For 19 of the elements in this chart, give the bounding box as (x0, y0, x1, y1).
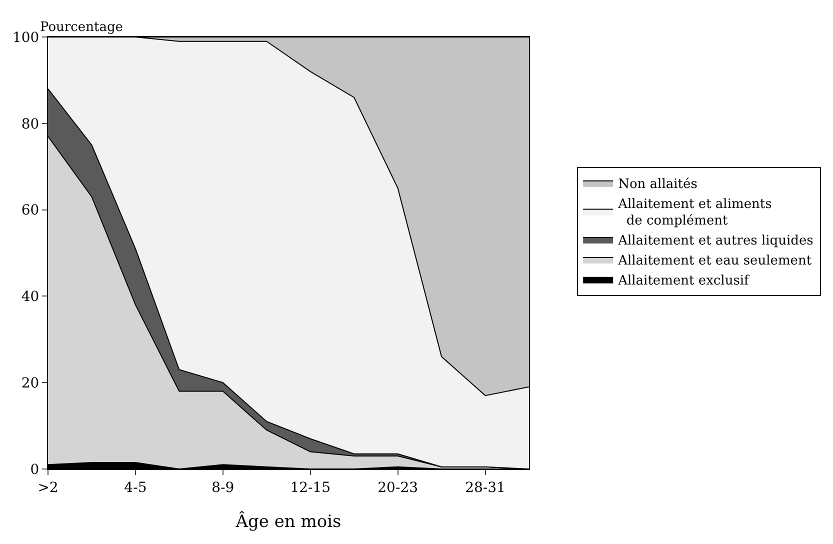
legend-label: Allaitement exclusif (617, 273, 750, 288)
x-tick-label: 4-5 (124, 480, 147, 496)
x-tick-label: 28-31 (465, 480, 506, 496)
y-tick-label: 0 (30, 462, 40, 478)
legend-label: Allaitement et eau seulement (617, 254, 812, 269)
x-axis-title: Âge en mois (234, 511, 342, 532)
x-tick-label: 12-15 (290, 480, 331, 496)
y-tick-label: 20 (21, 376, 40, 392)
x-tick-label: 8-9 (212, 480, 234, 496)
x-tick-label: >2 (38, 480, 58, 496)
legend-label: Allaitement et autres liquides (617, 234, 814, 249)
y-tick-label: 60 (21, 202, 40, 219)
y-axis-title: Pourcentage (40, 20, 124, 35)
legend-label: Allaitement et aliments de complément (617, 196, 772, 229)
x-tick-label: 20-23 (378, 480, 418, 496)
y-tick-label: 40 (21, 289, 40, 306)
y-tick-label: 80 (21, 116, 40, 132)
legend-label: Non allaités (618, 176, 698, 192)
y-tick-label: 100 (12, 30, 40, 46)
